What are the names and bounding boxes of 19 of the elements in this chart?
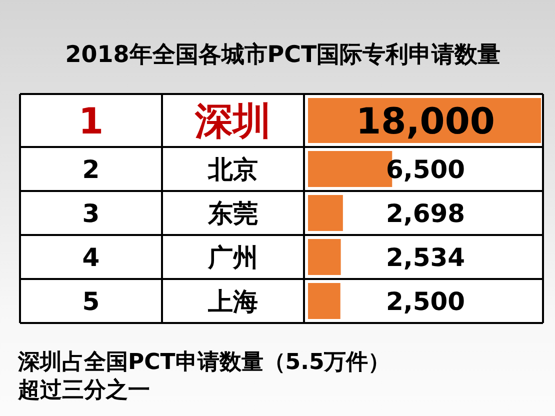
text: 3 (82, 199, 100, 228)
text: 深圳占全国PCT申请数量（5.5万件）超过三分之一 (17, 350, 390, 403)
text: 2 (82, 155, 100, 184)
y-tick-label: 深圳 (194, 99, 271, 144)
text: 5 (82, 287, 100, 316)
text: 1 (78, 101, 104, 142)
y-tick-label: 上海 (207, 287, 258, 316)
data-label: 2,534 (386, 243, 466, 272)
data-label: 2,500 (386, 287, 466, 316)
bar (308, 283, 340, 319)
bar (308, 239, 341, 275)
y-tick-label: 广州 (207, 243, 258, 272)
data-label: 2,698 (386, 199, 466, 228)
bar (308, 195, 343, 231)
y-tick-label: 北京 (207, 155, 258, 184)
y-tick-label: 东莞 (207, 199, 258, 228)
chart-title: 2018年全国各城市PCT国际专利申请数量 (65, 41, 501, 68)
text: 4 (82, 243, 100, 272)
data-label: 18,000 (356, 101, 495, 142)
